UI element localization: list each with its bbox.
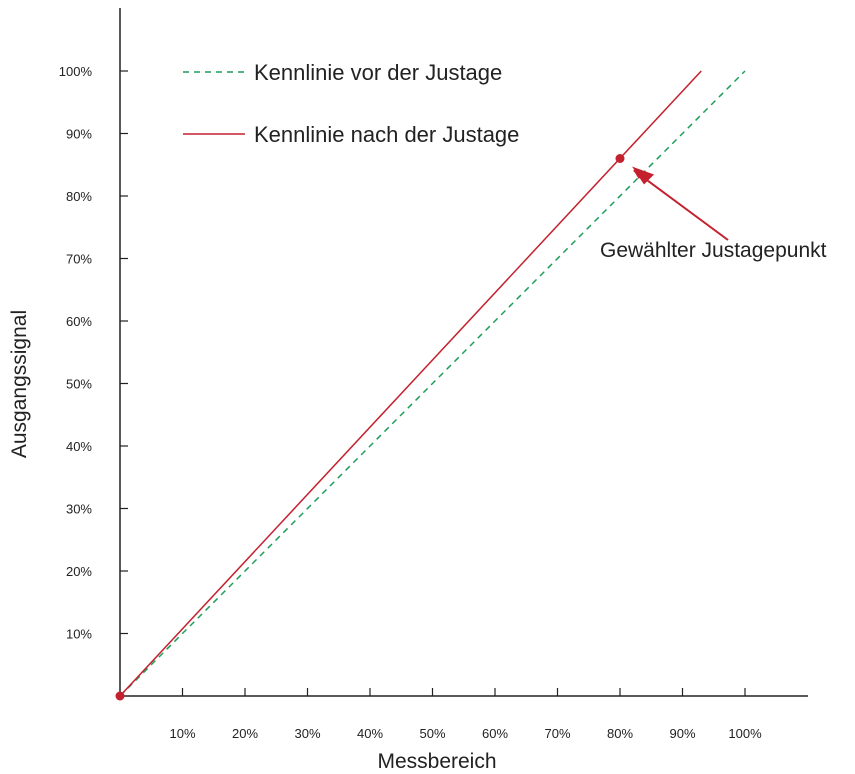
x-tick-label: 70%	[544, 726, 570, 741]
adjustment-point	[615, 154, 625, 163]
y-tick-label: 70%	[66, 252, 92, 267]
y-tick-label: 10%	[66, 627, 92, 642]
x-tick-label: 30%	[294, 726, 320, 741]
series-lines	[119, 70, 746, 697]
axes	[119, 8, 808, 697]
y-tick-label: 20%	[66, 564, 92, 579]
x-tick-label: 80%	[607, 726, 633, 741]
annotation-arrowhead	[632, 166, 654, 185]
legend-label: Kennlinie nach der Justage	[254, 122, 519, 147]
x-axis-title: Messbereich	[377, 750, 496, 773]
legend: Kennlinie vor der Justage Kennlinie nach …	[183, 60, 519, 147]
y-axis-title: Ausgangssignal	[8, 310, 31, 458]
data-points	[115, 154, 625, 701]
y-tick-label: 90%	[66, 127, 92, 142]
x-tick-label: 90%	[669, 726, 695, 741]
origin-point	[115, 691, 125, 701]
y-tick-label: 60%	[66, 314, 92, 329]
annotation-arrow	[633, 169, 729, 241]
y-tick-label: 40%	[66, 439, 92, 454]
y-tick-label: 80%	[66, 189, 92, 204]
ticks: 10% 20% 30% 40% 50% 60% 70% 80% 90% 100% 10% 20% 30%…	[59, 64, 762, 741]
x-tick-label: 40%	[357, 726, 383, 741]
y-tick-label: 100%	[59, 64, 93, 79]
annotations: Gewählter Justagepunkt	[600, 166, 827, 262]
legend-label: Kennlinie vor der Justage	[254, 60, 502, 85]
x-tick-label: 60%	[482, 726, 508, 741]
x-tick-label: 100%	[728, 726, 762, 741]
series-line-before-adjustment	[119, 70, 746, 697]
series-line-after-adjustment	[119, 70, 702, 697]
x-tick-label: 10%	[169, 726, 195, 741]
x-tick-label: 20%	[232, 726, 258, 741]
x-tick-label: 50%	[419, 726, 445, 741]
y-tick-label: 30%	[66, 502, 92, 517]
y-tick-label: 50%	[66, 377, 92, 392]
annotation-label: Gewählter Justagepunkt	[600, 239, 827, 262]
